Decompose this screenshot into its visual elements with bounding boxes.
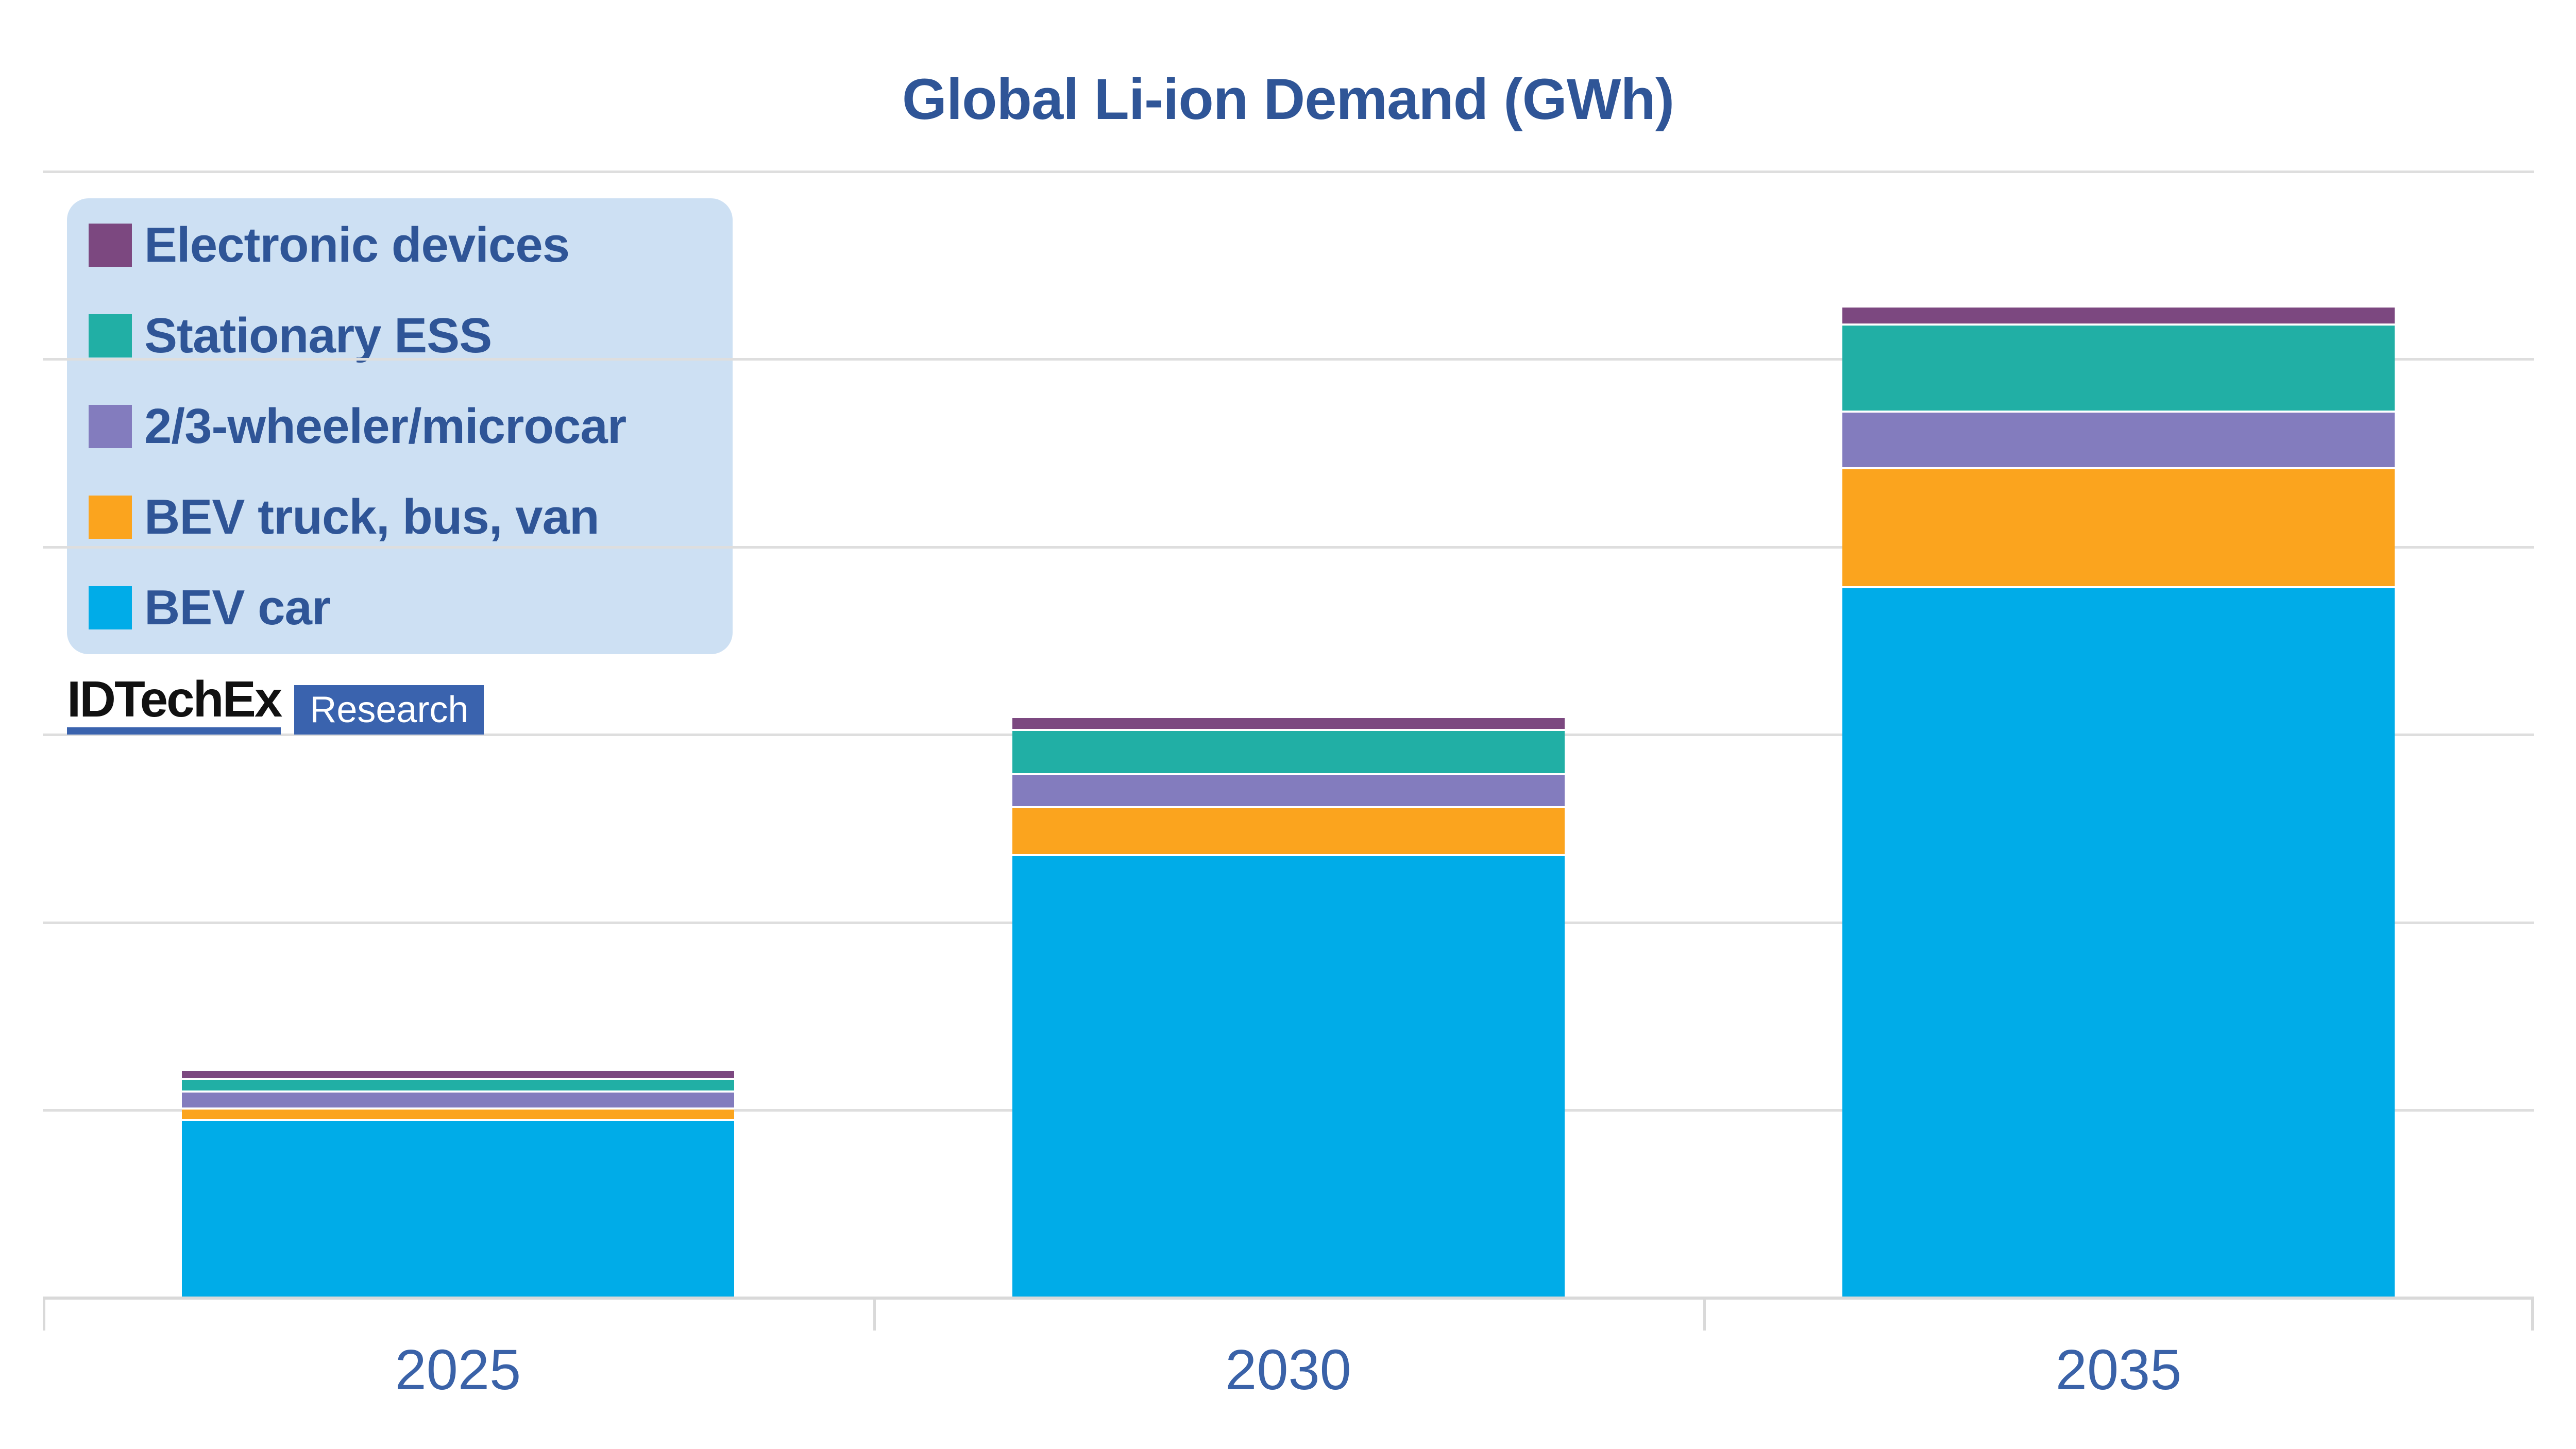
bar-2025 (181, 1070, 734, 1298)
legend-label: Electronic devices (144, 217, 570, 272)
legend-rows: Electronic devices Stationary ESS 2/3-whee… (67, 200, 733, 653)
bar-segment-bev-truck-bus-van (1012, 806, 1565, 854)
legend-item-electronic-devices: Electronic devices (67, 200, 733, 291)
legend-swatch (89, 404, 132, 448)
bar-segment-bev-truck-bus-van (181, 1107, 734, 1119)
x-axis-tick (43, 1299, 45, 1331)
x-axis-tick (1703, 1299, 1706, 1331)
bar-segment-bev-car (181, 1118, 734, 1298)
bar-segment-2-3-wheeler-microcar (1842, 411, 2395, 467)
bar-segment-stationary-ess (1842, 323, 2395, 411)
bar-segment-2-3-wheeler-microcar (1012, 773, 1565, 806)
x-axis-label-2030: 2030 (1225, 1338, 1351, 1402)
legend-item-bev-truck-bus-van: BEV truck, bus, van (67, 472, 733, 562)
bar-segment-electronic-devices (181, 1070, 734, 1079)
gridline (43, 358, 2534, 361)
x-axis-label-2025: 2025 (395, 1338, 521, 1402)
bar-segment-electronic-devices (1842, 307, 2395, 323)
bar-segment-bev-car (1842, 586, 2395, 1298)
x-axis-tick (2531, 1299, 2534, 1331)
bar-segment-stationary-ess (181, 1078, 734, 1091)
x-axis-line (43, 1297, 2534, 1300)
bar-segment-bev-truck-bus-van (1842, 467, 2395, 587)
legend-item-bev-car: BEV car (67, 562, 733, 653)
legend-item-2-3-wheeler-microcar: 2/3-wheeler/microcar (67, 381, 733, 472)
legend-item-stationary-ess: Stationary ESS (67, 291, 733, 381)
x-axis-tick (873, 1299, 876, 1331)
legend-swatch (89, 586, 132, 629)
legend-label: BEV truck, bus, van (144, 489, 600, 544)
idtechex-research-badge: Research (294, 685, 484, 735)
gridline (43, 170, 2534, 173)
legend-label: 2/3-wheeler/microcar (144, 398, 626, 454)
idtechex-brand: IDTechEx (67, 671, 282, 735)
legend-label: Stationary ESS (144, 308, 492, 363)
legend-swatch (89, 314, 132, 357)
legend-swatch (89, 223, 132, 267)
legend: Electronic devices Stationary ESS 2/3-whee… (67, 198, 733, 654)
chart-title: Global Li-ion Demand (GWh) (902, 67, 1674, 131)
bar-2035 (1842, 307, 2395, 1298)
bar-2030 (1012, 718, 1565, 1298)
idtechex-underline (67, 727, 281, 735)
legend-label: BEV car (144, 579, 331, 635)
legend-swatch (89, 495, 132, 539)
gridline (43, 545, 2534, 549)
bar-segment-electronic-devices (1012, 718, 1565, 729)
idtechex-logo: IDTechEx Research (67, 674, 484, 735)
bar-segment-2-3-wheeler-microcar (181, 1090, 734, 1107)
x-axis-label-2035: 2035 (2055, 1338, 2182, 1402)
bar-segment-stationary-ess (1012, 729, 1565, 774)
bar-segment-bev-car (1012, 854, 1565, 1298)
idtechex-brand-text: IDTechEx (67, 671, 282, 727)
